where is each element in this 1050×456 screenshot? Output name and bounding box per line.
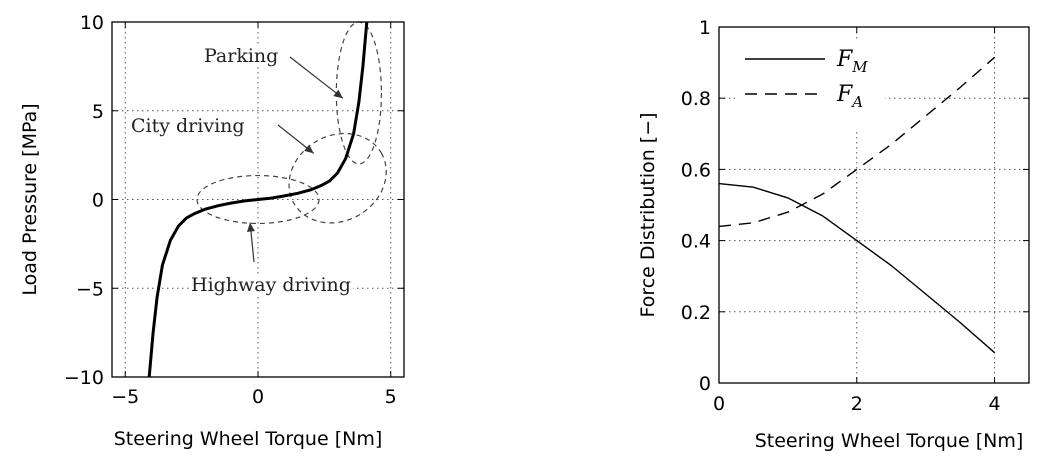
right-y-axis-label: Force Distribution [−] [637,112,659,317]
annotation-arrow [289,56,344,99]
right-y-tick-label: 0.4 [681,231,711,253]
annotation-arrowhead [304,144,314,154]
legend-background [735,40,885,130]
left-tick-labels: −5 0 5 −10 −5 0 5 10 [64,12,404,408]
left-annotations: Parking City driving Highway driving [129,21,387,296]
right-x-tick-label: 4 [989,393,1001,415]
annotation-ellipse [288,132,387,224]
legend-entry: FA [836,82,863,111]
annotation-arrowhead [246,222,255,232]
annotation-arrowhead [333,89,343,99]
series-fm-line [718,182,996,354]
annotation-label: City driving [131,115,245,137]
left-y-tick-label: 0 [92,190,104,212]
annotation-label-bg [189,274,353,296]
legend-entry-name: F [836,47,853,72]
legend-entry-subscript: M [851,58,868,76]
right-x-tick-label: 0 [713,393,725,415]
legend-entry-name: F [836,82,853,107]
right-y-tick-label: 0.8 [681,88,711,110]
right-plot-frame [718,26,1030,384]
left-y-axis-label: Load Pressure [MPa] [19,103,41,295]
left-x-tick-label: 5 [385,386,397,408]
load-pressure-curve [147,21,369,378]
legend-entry: FM [836,47,868,76]
annotation-label-bg [129,115,247,137]
right-x-axis-label: Steering Wheel Torque [Nm] [755,430,1024,452]
left-y-tick-label: 5 [92,101,104,123]
left-y-tick-label: 10 [80,12,104,34]
left-x-tick-label: 0 [252,386,264,408]
annotation-label: Highway driving [191,274,351,296]
right-y-tick-label: 0.2 [681,302,711,324]
right-y-tick-label: 0 [699,373,711,395]
annotation-label: Parking [204,45,278,67]
legend-entry-subscript: A [850,93,863,111]
annotation-label-bg [202,45,281,67]
left-y-tick-label: −5 [76,278,104,300]
right-tick-labels: 0 2 4 0 0.2 0.4 0.6 0.8 1 [681,17,1029,415]
right-y-tick-label: 0.6 [681,159,711,181]
right-x-tick-label: 2 [851,393,863,415]
left-y-tick-label: −10 [64,367,104,389]
left-x-tick-label: −5 [111,386,139,408]
annotation-ellipse [196,174,320,225]
right-y-tick-label: 1 [699,17,711,39]
series-fa-line [718,56,996,228]
left-x-axis-label: Steering Wheel Torque [Nm] [114,428,383,450]
